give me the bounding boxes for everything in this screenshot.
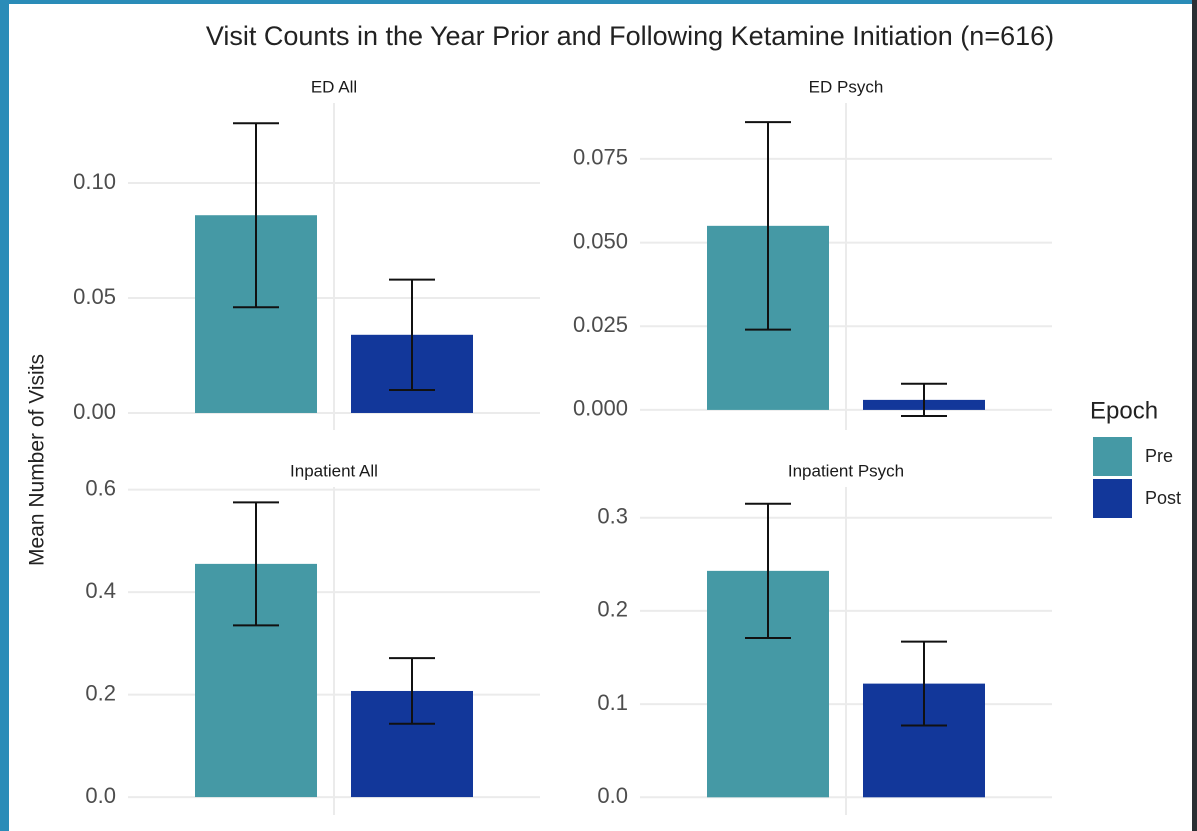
y-tick-label: 0.2 (85, 680, 116, 705)
legend-key (1093, 479, 1132, 518)
y-tick-label: 0.0 (85, 783, 116, 808)
y-tick-label: 0.2 (597, 597, 628, 622)
y-tick-label: 0.025 (573, 312, 628, 337)
y-tick-label: 0.00 (73, 399, 116, 424)
y-tick-label: 0.3 (597, 504, 628, 529)
y-tick-label: 0.6 (85, 475, 116, 500)
y-tick-label: 0.05 (73, 284, 116, 309)
y-tick-label: 0.1 (597, 690, 628, 715)
panel-title: ED Psych (809, 77, 884, 96)
y-axis-label: Mean Number of Visits (26, 354, 49, 566)
panel-title: Inpatient Psych (788, 461, 904, 480)
y-tick-label: 0.10 (73, 169, 116, 194)
frame-right (1192, 0, 1197, 831)
legend-title: Epoch (1090, 397, 1158, 424)
chart-title: Visit Counts in the Year Prior and Follo… (206, 21, 1054, 51)
y-tick-label: 0.4 (85, 578, 116, 603)
y-tick-label: 0.0 (597, 783, 628, 808)
frame-left (0, 0, 9, 831)
legend-key (1093, 437, 1132, 476)
legend-label: Pre (1145, 446, 1173, 466)
y-tick-label: 0.000 (573, 396, 628, 421)
frame-top (0, 0, 1197, 4)
panel-title: ED All (311, 77, 357, 96)
y-tick-label: 0.050 (573, 228, 628, 253)
panel-title: Inpatient All (290, 461, 378, 480)
legend-label: Post (1145, 488, 1181, 508)
y-tick-label: 0.075 (573, 145, 628, 170)
